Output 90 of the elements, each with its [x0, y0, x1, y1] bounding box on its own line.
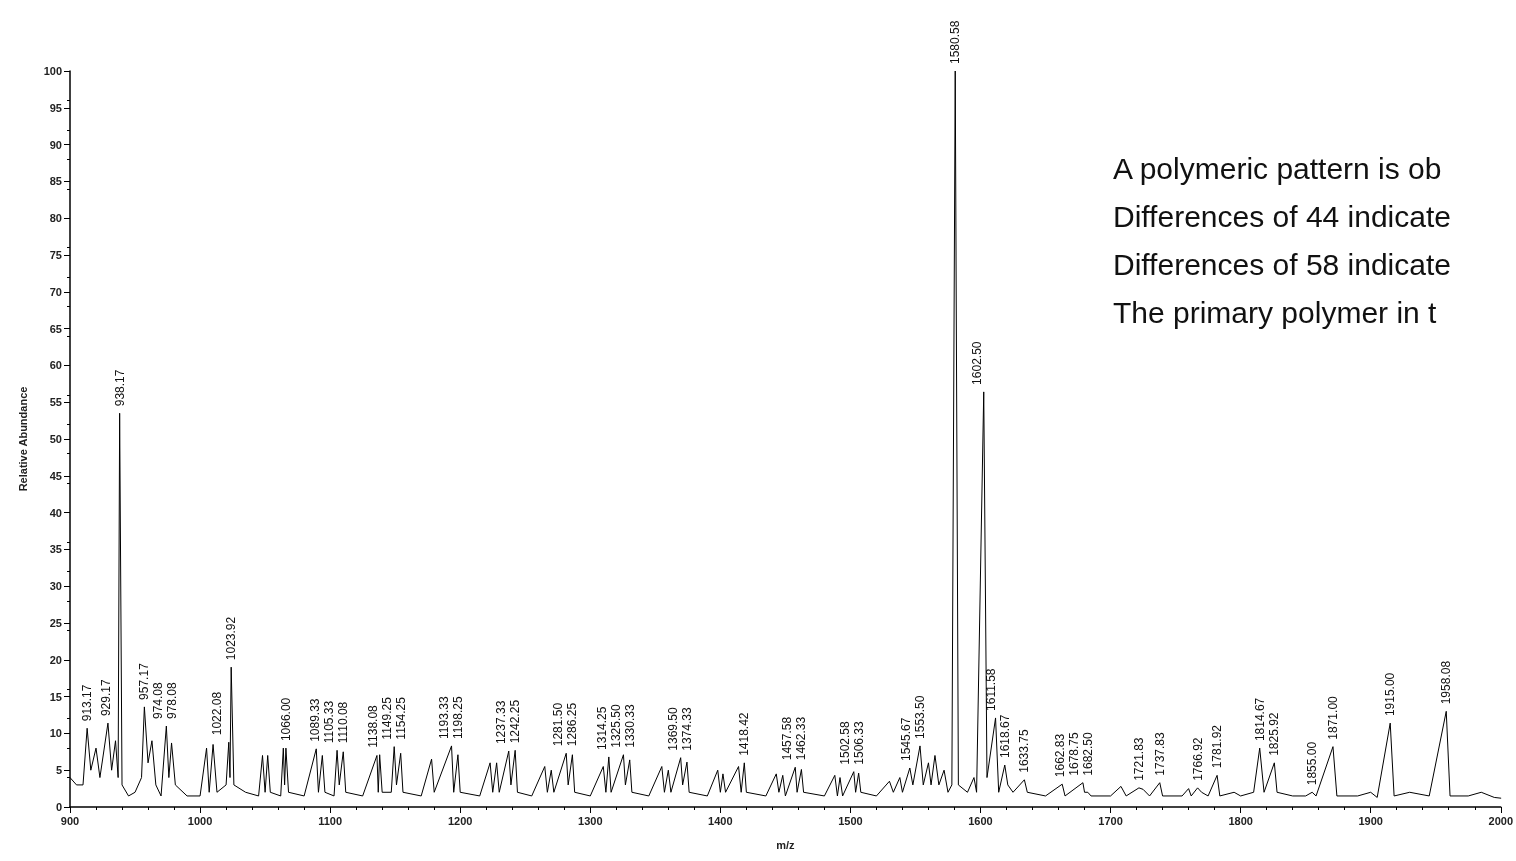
annotation: 1330.33 [622, 704, 637, 748]
x-tick-label: 1300 [578, 814, 603, 827]
annotation: 1462.33 [794, 716, 809, 761]
y-tick-label: 35 [49, 543, 62, 556]
annotation: 1154.25 [393, 696, 408, 740]
y-tick-label: 75 [49, 249, 62, 261]
annotation: 1325.50 [608, 704, 623, 748]
y-tick-label: 25 [49, 617, 62, 629]
annotation: 1089.33 [308, 698, 323, 742]
annotation: 957.17 [136, 662, 151, 700]
annotation: 1105.33 [322, 700, 337, 744]
y-tick-label: 55 [49, 396, 62, 409]
annotation: 1502.58 [837, 720, 852, 765]
annotation: 1580.58 [948, 20, 963, 64]
annotation: 1737.83 [1152, 732, 1167, 776]
y-tick-label: 20 [49, 653, 62, 666]
x-tick-label: 1500 [838, 814, 863, 827]
annotation: 1915.00 [1383, 672, 1398, 717]
annotation: 1314.25 [594, 706, 609, 750]
annotation: 1618.67 [997, 714, 1012, 759]
annotation: 1553.50 [913, 695, 927, 739]
y-tick-label: 90 [49, 138, 62, 151]
annotation: 1242.25 [508, 699, 523, 744]
y-axis-title: Relative Abundance [16, 386, 29, 492]
annotation: 1825.92 [1267, 712, 1282, 756]
y-tick-label: 10 [49, 727, 62, 740]
x-tick-label: 2000 [1488, 814, 1514, 827]
annotation: The primary polymer in t [1113, 295, 1438, 329]
annotation: 978.08 [164, 682, 179, 720]
annotation: 1721.83 [1131, 737, 1146, 781]
annotation: 1855.00 [1305, 741, 1320, 786]
y-tick-label: 80 [49, 212, 62, 225]
annotation: 1193.33 [436, 696, 451, 739]
y-tick-label: 70 [49, 285, 62, 298]
annotation: 913.17 [80, 684, 95, 722]
annotation: A polymeric pattern is ob [1113, 151, 1442, 185]
annotation: 974.08 [150, 682, 165, 720]
annotation: 1611.58 [983, 668, 998, 711]
annotation: 1871.00 [1325, 695, 1340, 740]
annotation: 1066.00 [278, 697, 293, 742]
annotation: 1814.67 [1252, 697, 1267, 742]
annotation: 1545.67 [899, 717, 913, 761]
x-tick-label: 1900 [1358, 814, 1383, 827]
annotation: 1237.33 [494, 700, 509, 745]
annotation: 1281.50 [551, 702, 566, 747]
annotation: 1023.92 [224, 616, 239, 661]
annotation: 1662.83 [1052, 733, 1067, 778]
annotation: 1198.25 [450, 696, 465, 739]
annotation: 1110.08 [336, 701, 351, 744]
annotation: 1506.33 [851, 720, 866, 765]
annotation: 929.17 [98, 679, 113, 717]
annotation: 1418.42 [737, 712, 752, 756]
annotation: Differences of 44 indicate [1113, 199, 1451, 233]
x-tick-label: 1400 [708, 814, 733, 827]
x-tick-label: 900 [60, 814, 80, 827]
annotation: 1602.50 [969, 341, 984, 385]
x-tick-label: 1800 [1228, 814, 1253, 827]
y-tick-label: 5 [55, 764, 62, 777]
y-tick-label: 100 [43, 65, 62, 77]
annotation: 1781.92 [1210, 724, 1225, 769]
x-tick-label: 1100 [318, 814, 343, 827]
y-tick-label: 65 [49, 322, 62, 335]
x-tick-label: 1700 [1098, 814, 1123, 827]
y-tick-label: 95 [49, 101, 62, 114]
y-tick-label: 30 [49, 580, 62, 593]
x-tick-label: 1600 [968, 814, 993, 827]
annotation: 1958.08 [1439, 660, 1454, 705]
y-tick-label: 45 [49, 469, 62, 482]
annotation: 1457.58 [780, 716, 795, 761]
annotation: 938.17 [112, 369, 127, 407]
annotation: 1286.25 [565, 702, 580, 747]
x-tick-label: 1000 [187, 814, 213, 827]
y-tick-label: 60 [49, 359, 62, 372]
annotation: 1682.50 [1080, 732, 1095, 776]
y-tick-label: 50 [49, 433, 62, 445]
annotation: 1022.08 [210, 691, 225, 736]
y-tick-label: 15 [49, 690, 62, 703]
annotation: 1369.50 [665, 706, 680, 751]
x-axis-title: m/z [776, 838, 796, 851]
annotation: 1633.75 [1017, 729, 1032, 773]
annotation: 1138.08 [365, 704, 380, 748]
annotation: 1678.75 [1066, 732, 1081, 776]
y-tick-label: 85 [49, 175, 62, 188]
x-tick-label: 1200 [447, 814, 473, 827]
annotation: 1374.33 [679, 706, 694, 751]
y-tick-label: 40 [49, 506, 62, 519]
annotation: Differences of 58 indicate [1113, 247, 1451, 281]
y-tick-label: 0 [55, 801, 62, 813]
annotation: 1766.92 [1190, 737, 1205, 781]
annotation: 1149.25 [379, 696, 394, 740]
